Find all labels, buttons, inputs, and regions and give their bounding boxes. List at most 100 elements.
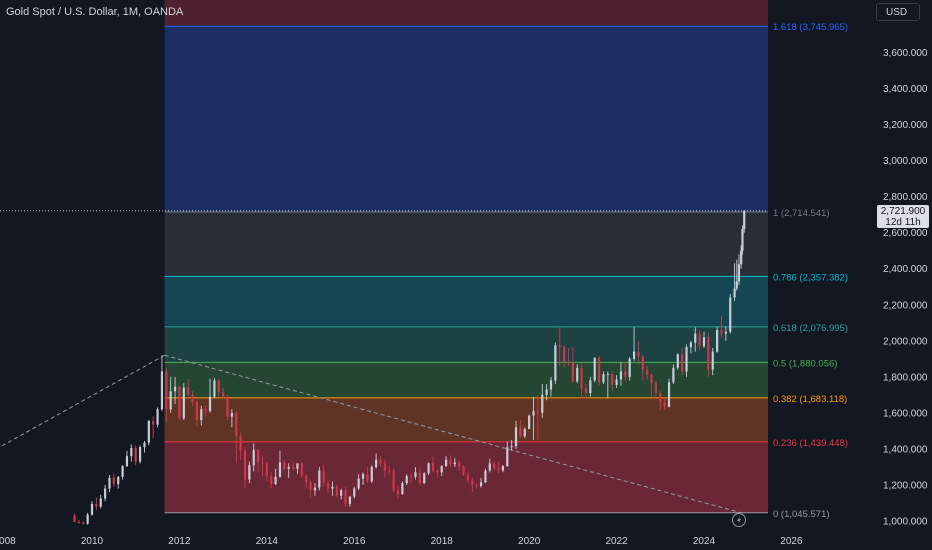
candle-body — [501, 466, 505, 471]
candle-body — [335, 486, 338, 496]
y-axis-tick-label: 2,600.000 — [883, 228, 928, 239]
candle-body — [392, 471, 395, 491]
bar-countdown: 12d 11h — [885, 217, 921, 228]
candle-body — [152, 420, 155, 425]
candle-body — [204, 409, 207, 412]
candle-body — [510, 446, 513, 448]
candle-body — [200, 409, 203, 421]
candle-body — [619, 371, 623, 380]
fib-zone — [164, 362, 768, 398]
fib-level-label: 0.5 (1,880.056) — [773, 358, 837, 369]
fib-level-label: 1.618 (3,745.965) — [773, 22, 848, 33]
candle-body — [484, 470, 487, 483]
candle-body — [646, 369, 649, 376]
candle-body — [322, 470, 325, 484]
candle-body — [99, 498, 102, 507]
x-axis-tick-label: 2012 — [168, 536, 191, 547]
candle-body — [318, 470, 321, 488]
candle-body — [641, 357, 644, 370]
y-axis-tick-label: 2,000.000 — [883, 336, 928, 347]
y-axis-tick-label: 2,400.000 — [883, 264, 928, 275]
candle-body — [112, 477, 115, 485]
candle-body — [558, 345, 561, 348]
candle-body — [82, 522, 85, 524]
y-axis-tick-label: 2,800.000 — [883, 192, 928, 203]
y-axis-tick-label: 1,000.000 — [883, 517, 928, 528]
candle-body — [689, 342, 692, 348]
candle-body — [545, 389, 548, 395]
candle-body — [331, 486, 334, 489]
candle-body — [606, 374, 609, 376]
candle-body — [305, 475, 308, 483]
candle-body — [659, 393, 662, 403]
candle-body — [283, 462, 286, 469]
trend-line — [164, 354, 742, 514]
candle-body — [357, 478, 360, 489]
candle-body — [195, 402, 199, 421]
candle-body — [173, 386, 177, 392]
candle-body — [694, 333, 697, 343]
candle-body — [375, 459, 378, 467]
candle-body — [340, 490, 343, 496]
candle-body — [160, 371, 164, 410]
currency-button[interactable]: USD — [876, 3, 920, 21]
candle-body — [86, 514, 89, 524]
candle-body — [698, 333, 701, 347]
candle-body — [278, 462, 282, 477]
candle-body — [615, 379, 618, 385]
candle-body — [230, 412, 233, 417]
candle-body — [729, 297, 732, 332]
y-axis-tick-label: 2,200.000 — [883, 300, 928, 311]
candle-body — [217, 380, 220, 393]
candle-body — [707, 337, 710, 370]
candle-body — [458, 462, 461, 467]
candle-body — [624, 371, 627, 377]
candle-body — [628, 358, 631, 377]
x-axis-tick-label: 2018 — [431, 536, 454, 547]
candle-body — [720, 329, 723, 334]
fib-level-label: 0.382 (1,683.118) — [773, 394, 847, 405]
candle-body — [125, 456, 129, 467]
candle-body — [261, 462, 264, 464]
candle-body — [104, 488, 107, 499]
candle-body — [401, 483, 404, 494]
candle-body — [466, 475, 470, 481]
candle-body — [584, 388, 588, 394]
candle-body — [138, 447, 142, 462]
candle-body — [716, 329, 719, 352]
candle-body — [208, 396, 212, 412]
x-axis-tick-label: 2008 — [0, 536, 16, 547]
candle-body — [222, 392, 225, 397]
candle-body — [650, 375, 653, 384]
y-axis-tick-label: 1,200.000 — [883, 480, 928, 491]
candle-body — [274, 476, 277, 485]
candle-body — [549, 380, 553, 390]
candle-body — [493, 463, 496, 468]
candle-body — [488, 463, 491, 471]
candle-body — [440, 466, 443, 473]
candle-body — [528, 415, 531, 430]
candle-body — [444, 459, 448, 467]
candle-body — [654, 383, 658, 394]
x-axis-tick-label: 2010 — [81, 536, 104, 547]
candle-body — [370, 466, 373, 482]
candle-body — [563, 347, 566, 362]
candle-body — [532, 411, 535, 416]
candle-body — [571, 362, 574, 382]
candle-body — [235, 412, 238, 437]
candle-body — [506, 447, 509, 467]
candle-body — [169, 391, 172, 410]
candle-body — [134, 448, 137, 462]
candle-body — [453, 462, 456, 465]
candle-body — [361, 474, 365, 479]
candle-body — [143, 442, 146, 448]
y-axis-tick-label: 3,000.000 — [883, 156, 928, 167]
fib-level-label: 0.786 (2,357.382) — [773, 272, 848, 283]
candle-body — [514, 427, 518, 447]
last-price-tag: 2,721.900 12d 11h — [877, 205, 929, 228]
candle-body — [414, 472, 417, 477]
candle-body — [737, 264, 741, 282]
candle-body — [182, 387, 185, 419]
x-axis-tick-label: 2022 — [605, 536, 628, 547]
